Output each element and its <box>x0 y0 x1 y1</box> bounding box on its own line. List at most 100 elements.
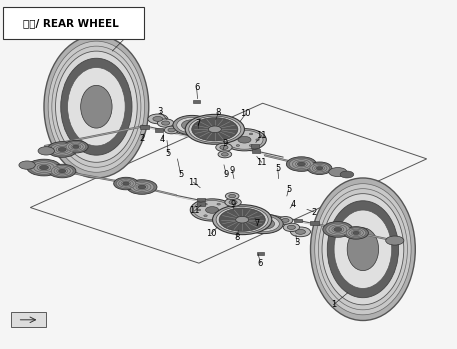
Text: 3: 3 <box>294 238 299 247</box>
Text: 2: 2 <box>139 134 144 142</box>
Text: 7: 7 <box>254 219 260 228</box>
Ellipse shape <box>236 216 249 223</box>
Text: 10: 10 <box>240 109 251 118</box>
Ellipse shape <box>349 229 363 237</box>
Ellipse shape <box>218 151 232 158</box>
Ellipse shape <box>114 177 138 190</box>
Ellipse shape <box>334 210 392 288</box>
Bar <box>252 149 260 153</box>
Ellipse shape <box>295 161 308 167</box>
Ellipse shape <box>54 167 70 175</box>
Text: 1: 1 <box>123 33 128 42</box>
Ellipse shape <box>316 166 323 170</box>
Text: 9: 9 <box>229 166 235 175</box>
Ellipse shape <box>249 144 253 147</box>
Ellipse shape <box>52 46 141 167</box>
Ellipse shape <box>80 86 112 128</box>
Ellipse shape <box>153 117 163 121</box>
Ellipse shape <box>310 163 329 173</box>
Ellipse shape <box>189 116 241 142</box>
Text: 11: 11 <box>256 131 266 140</box>
Bar <box>155 128 163 132</box>
Ellipse shape <box>39 165 48 170</box>
Text: 5: 5 <box>178 170 183 179</box>
Ellipse shape <box>296 229 305 234</box>
Ellipse shape <box>133 183 151 191</box>
Ellipse shape <box>181 120 202 131</box>
Text: 10: 10 <box>206 229 217 238</box>
Ellipse shape <box>315 166 324 171</box>
Ellipse shape <box>58 147 66 151</box>
Ellipse shape <box>157 119 174 127</box>
Ellipse shape <box>208 126 221 133</box>
Text: 9: 9 <box>230 200 236 209</box>
Ellipse shape <box>192 118 238 141</box>
Text: 5: 5 <box>275 164 280 173</box>
Ellipse shape <box>220 145 228 149</box>
Ellipse shape <box>55 51 137 162</box>
Bar <box>294 218 302 222</box>
Ellipse shape <box>245 214 283 233</box>
Ellipse shape <box>307 162 332 174</box>
Ellipse shape <box>346 228 366 238</box>
Ellipse shape <box>282 218 289 222</box>
Ellipse shape <box>136 184 148 190</box>
Ellipse shape <box>48 41 144 172</box>
Text: 5: 5 <box>166 149 171 158</box>
Ellipse shape <box>225 193 239 200</box>
Ellipse shape <box>216 143 232 151</box>
Ellipse shape <box>73 145 79 148</box>
Ellipse shape <box>61 58 132 155</box>
Ellipse shape <box>19 161 35 169</box>
Ellipse shape <box>283 223 300 231</box>
Ellipse shape <box>223 129 266 151</box>
Ellipse shape <box>206 207 218 213</box>
Bar <box>309 221 319 225</box>
Text: 6: 6 <box>258 259 263 268</box>
Ellipse shape <box>44 36 149 178</box>
Ellipse shape <box>58 169 66 173</box>
Ellipse shape <box>225 198 241 207</box>
Text: 1: 1 <box>331 300 336 309</box>
Ellipse shape <box>168 128 175 132</box>
Ellipse shape <box>193 201 231 220</box>
Ellipse shape <box>37 164 51 171</box>
Ellipse shape <box>254 218 275 229</box>
Ellipse shape <box>278 217 293 224</box>
Ellipse shape <box>236 144 239 147</box>
Ellipse shape <box>30 161 58 174</box>
Ellipse shape <box>292 160 310 169</box>
Text: 2: 2 <box>312 208 317 216</box>
Ellipse shape <box>116 179 136 188</box>
Text: 6: 6 <box>194 83 199 92</box>
Ellipse shape <box>69 143 83 150</box>
Ellipse shape <box>329 168 347 177</box>
Ellipse shape <box>334 227 342 231</box>
Ellipse shape <box>216 207 268 233</box>
Ellipse shape <box>353 231 359 235</box>
Ellipse shape <box>326 223 350 236</box>
Ellipse shape <box>173 116 211 135</box>
Ellipse shape <box>310 178 415 320</box>
Ellipse shape <box>327 201 399 298</box>
FancyBboxPatch shape <box>11 312 46 327</box>
Ellipse shape <box>148 114 168 124</box>
Text: 11: 11 <box>188 178 199 187</box>
Ellipse shape <box>291 227 310 237</box>
Ellipse shape <box>190 199 234 221</box>
Ellipse shape <box>177 117 207 133</box>
Bar <box>193 100 200 103</box>
Ellipse shape <box>185 114 244 144</box>
Ellipse shape <box>344 227 368 239</box>
Ellipse shape <box>38 147 54 155</box>
Ellipse shape <box>34 163 54 172</box>
Text: 4: 4 <box>291 200 296 209</box>
Text: 后轮/ REAR WHEEL: 后轮/ REAR WHEEL <box>23 18 119 28</box>
Ellipse shape <box>351 230 361 236</box>
Bar <box>197 198 205 201</box>
Text: 7: 7 <box>195 119 200 127</box>
Text: 8: 8 <box>234 233 239 242</box>
Ellipse shape <box>138 185 146 189</box>
Ellipse shape <box>236 133 239 135</box>
Ellipse shape <box>217 215 220 217</box>
